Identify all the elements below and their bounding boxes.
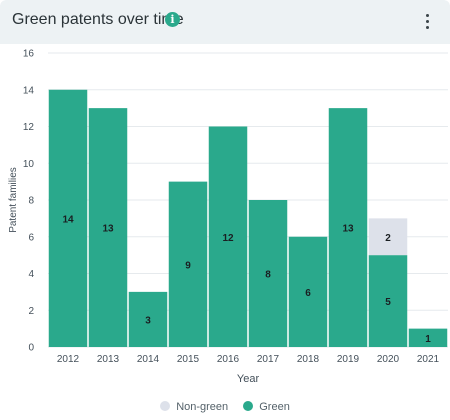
bar-green	[128, 291, 168, 347]
bar-green	[48, 89, 88, 347]
x-tick-label: 2017	[257, 354, 280, 365]
legend-label-non-green: Non-green	[176, 401, 229, 413]
bar-green	[288, 236, 328, 347]
bar-green	[88, 108, 128, 347]
data-label-green: 9	[185, 260, 191, 271]
bar-green	[208, 126, 248, 347]
y-tick-label: 16	[23, 49, 35, 60]
bar-green	[248, 200, 288, 347]
data-label-non-green: 2	[385, 233, 391, 244]
legend-item-green[interactable]: Green	[243, 401, 290, 413]
data-label-green: 12	[222, 233, 234, 244]
chart-legend: Non-green Green	[0, 401, 450, 413]
y-tick-label: 8	[28, 196, 34, 207]
bar-green	[368, 255, 408, 347]
vertical-ellipsis-icon[interactable]	[420, 12, 434, 32]
bar-green	[328, 108, 368, 347]
y-axis-label: Patent families	[8, 167, 19, 233]
legend-marker-green	[243, 401, 254, 411]
data-label-green: 1	[425, 334, 431, 345]
x-tick-label: 2020	[377, 354, 400, 365]
y-tick-label: 6	[28, 232, 34, 243]
legend-label-green: Green	[259, 401, 290, 413]
x-tick-label: 2015	[177, 354, 200, 365]
x-tick-label: 2021	[417, 354, 440, 365]
legend-marker-non-green	[160, 401, 171, 411]
bar-green	[408, 328, 448, 347]
chart-title: Green patents over time	[12, 11, 184, 28]
data-label-green: 13	[342, 224, 354, 235]
data-label-green: 13	[102, 224, 114, 235]
data-label-green: 5	[385, 297, 391, 308]
x-tick-label: 2016	[217, 354, 240, 365]
data-label-green: 6	[305, 288, 311, 299]
y-tick-label: 0	[28, 343, 34, 354]
info-icon[interactable]: i	[165, 12, 180, 27]
data-label-green: 8	[265, 270, 271, 281]
y-tick-label: 12	[23, 122, 35, 133]
x-axis-label: Year	[237, 373, 260, 385]
x-tick-label: 2019	[337, 354, 360, 365]
bar-non-green	[368, 218, 408, 256]
card-header: Green patents over time i	[0, 0, 450, 44]
x-tick-label: 2013	[97, 354, 120, 365]
x-tick-label: 2018	[297, 354, 320, 365]
data-label-green: 14	[62, 214, 74, 225]
legend-item-non-green[interactable]: Non-green	[160, 401, 228, 413]
y-tick-label: 2	[28, 306, 34, 317]
bar-green	[168, 181, 208, 347]
x-tick-label: 2012	[57, 354, 80, 365]
y-tick-label: 10	[23, 159, 35, 170]
data-label-green: 3	[145, 315, 151, 326]
y-tick-label: 4	[28, 269, 34, 280]
y-tick-label: 14	[23, 85, 35, 96]
x-tick-label: 2014	[137, 354, 160, 365]
bar-chart: Patent families Year 0246810121416142012…	[8, 49, 448, 385]
